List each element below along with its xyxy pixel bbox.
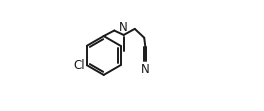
Text: N: N: [119, 21, 128, 34]
Text: Cl: Cl: [73, 59, 85, 72]
Text: N: N: [141, 63, 150, 76]
